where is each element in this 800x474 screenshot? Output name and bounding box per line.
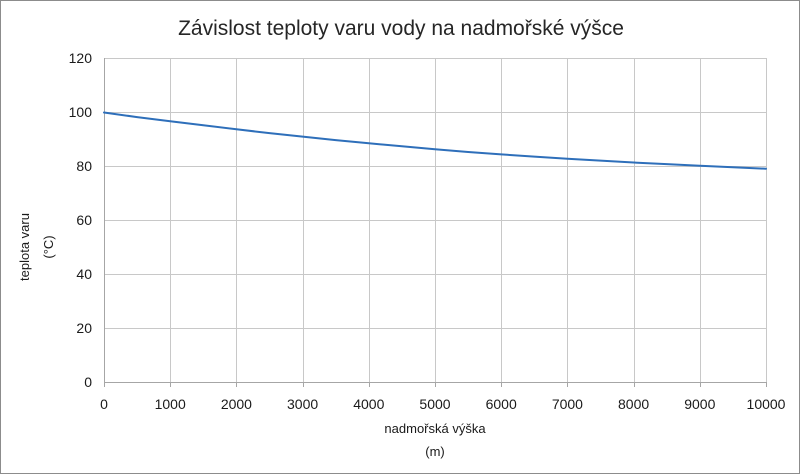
x-tick-label: 0 (100, 396, 108, 412)
chart-title: Závislost teploty varu vody na nadmořské… (178, 17, 624, 40)
y-tick-label: 20 (76, 320, 92, 336)
y-tick-label: 100 (69, 104, 93, 120)
grid-layer (104, 58, 767, 382)
x-tick-label: 6000 (486, 396, 517, 412)
x-tick-label: 9000 (684, 396, 715, 412)
y-tick-label: 80 (76, 158, 92, 174)
x-tick-label: 10000 (747, 396, 786, 412)
y-tick-labels: 0 20 40 60 80 100 120 (69, 50, 93, 390)
x-axis-label-line2: (m) (425, 444, 445, 459)
x-tick-label: 7000 (552, 396, 583, 412)
y-tick-label: 60 (76, 212, 92, 228)
x-tick-label: 8000 (618, 396, 649, 412)
x-tick-label: 1000 (155, 396, 186, 412)
x-axis-label-line1: nadmořská výška (384, 421, 486, 436)
x-tick-label: 2000 (221, 396, 252, 412)
y-tick-label: 40 (76, 266, 92, 282)
y-axis-label-line2: (°C) (41, 235, 56, 258)
series-line-boiling-point (103, 111, 767, 170)
y-axis-label-line1: teplota varu (17, 213, 32, 281)
y-tick-label: 120 (69, 50, 93, 66)
x-tick-label: 3000 (287, 396, 318, 412)
series-layer (103, 111, 767, 170)
y-tick-label: 0 (84, 374, 92, 390)
x-tick-label: 5000 (419, 396, 450, 412)
x-tick-labels: 0 1000 2000 3000 4000 5000 6000 7000 8000 9000 100… (100, 396, 786, 412)
x-tick-label: 4000 (353, 396, 384, 412)
